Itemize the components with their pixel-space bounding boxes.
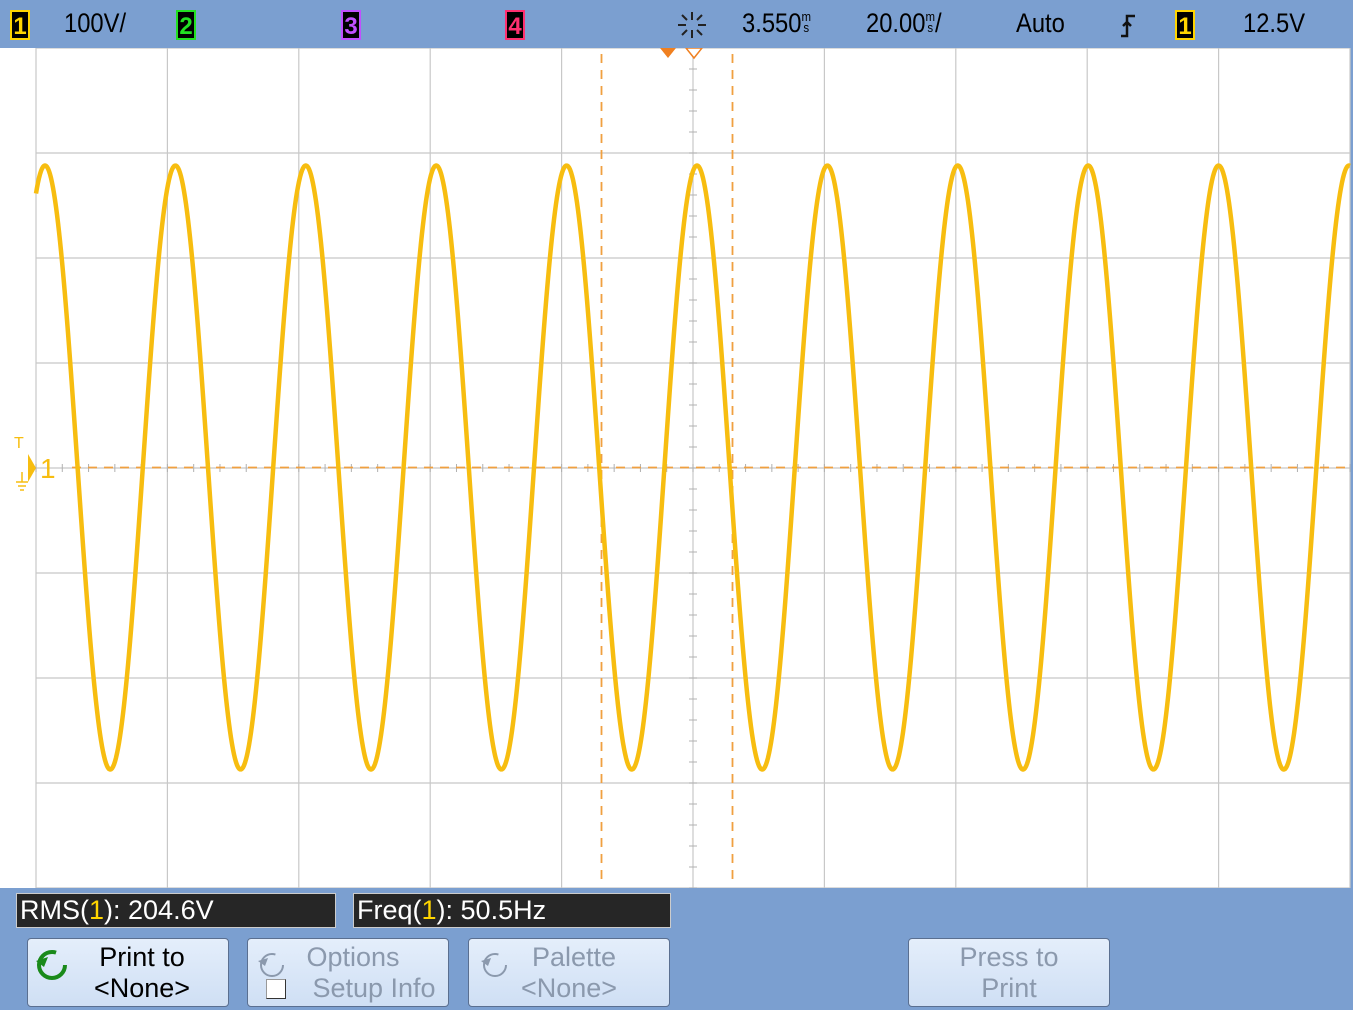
key-line1: Print to [99,942,185,972]
ground-label: 1 [40,453,56,484]
meas-value: ): 204.6V [104,895,214,925]
channel-4[interactable]: 4 [505,10,525,40]
trigger-level: 12.5V [1243,8,1306,38]
measurement-rms: RMS(1): 204.6V [16,893,336,928]
timebase-value: 20.00 [866,8,926,38]
key-line2: Setup Info [248,973,448,1004]
trigger-marker [660,48,676,58]
delay-marker [685,48,703,60]
acquire-icon [678,12,706,38]
meas-name: RMS( [20,895,89,925]
channel-1[interactable]: 1 [10,10,30,40]
waveform-display: T 1 [14,48,1353,888]
status-bar: 1 100V/ 2 3 4 3.550m s 20.00m s/ Auto 1 12… [0,0,1353,48]
edge [1350,48,1353,888]
channel-2[interactable]: 2 [176,10,196,40]
slope-icon [1121,14,1135,38]
key-line1: Options [306,942,400,972]
trigger-source: 1 [1175,10,1195,40]
timebase-suffix: / [935,8,942,38]
cycle-icon [258,953,284,977]
unit-bottom: s [927,20,934,35]
delay-value: 3.550 [742,8,802,38]
cycle-icon [481,953,507,977]
ground-marker: T 1 [14,435,56,491]
ground-icon [16,472,28,491]
softkey-options[interactable]: Options Setup Info [247,938,449,1007]
unit-top: m [925,9,936,24]
delay: 3.550m s [742,8,811,39]
key-line1: Palette [531,942,617,972]
channel-3[interactable]: 3 [341,10,361,40]
key-line2-text: Setup Info [312,973,436,1003]
key-line2: <None> [93,973,191,1003]
softkey-palette[interactable]: Palette <None> [468,938,670,1007]
t-icon: T [14,435,24,452]
meas-channel: 1 [89,895,105,925]
meas-channel: 1 [421,895,437,925]
channel-scale: 100V/ [64,8,127,38]
softkey-press-to-print[interactable]: Press to Print [908,938,1110,1007]
key-line2: <None> [520,973,618,1003]
measurement-freq: Freq(1): 50.5Hz [353,893,671,928]
unit-top: m [801,9,812,24]
cycle-icon [36,950,67,980]
meas-value: ): 50.5Hz [436,895,547,925]
key-line1: Press to [959,942,1059,972]
softkey-print-to[interactable]: Print to <None> [27,938,229,1007]
meas-name: Freq( [357,895,422,925]
key-line2: Print [981,973,1037,1003]
timebase: 20.00m s/ [866,8,942,39]
trigger-mode: Auto [1016,8,1065,38]
ground-arrow [28,454,36,482]
checkbox[interactable] [266,979,286,999]
cursors [72,54,1350,882]
softkey-area: RMS(1): 204.6V Freq(1): 50.5Hz Print to <… [0,888,1353,1010]
trace [33,163,1352,772]
unit-bottom: s [803,20,810,35]
